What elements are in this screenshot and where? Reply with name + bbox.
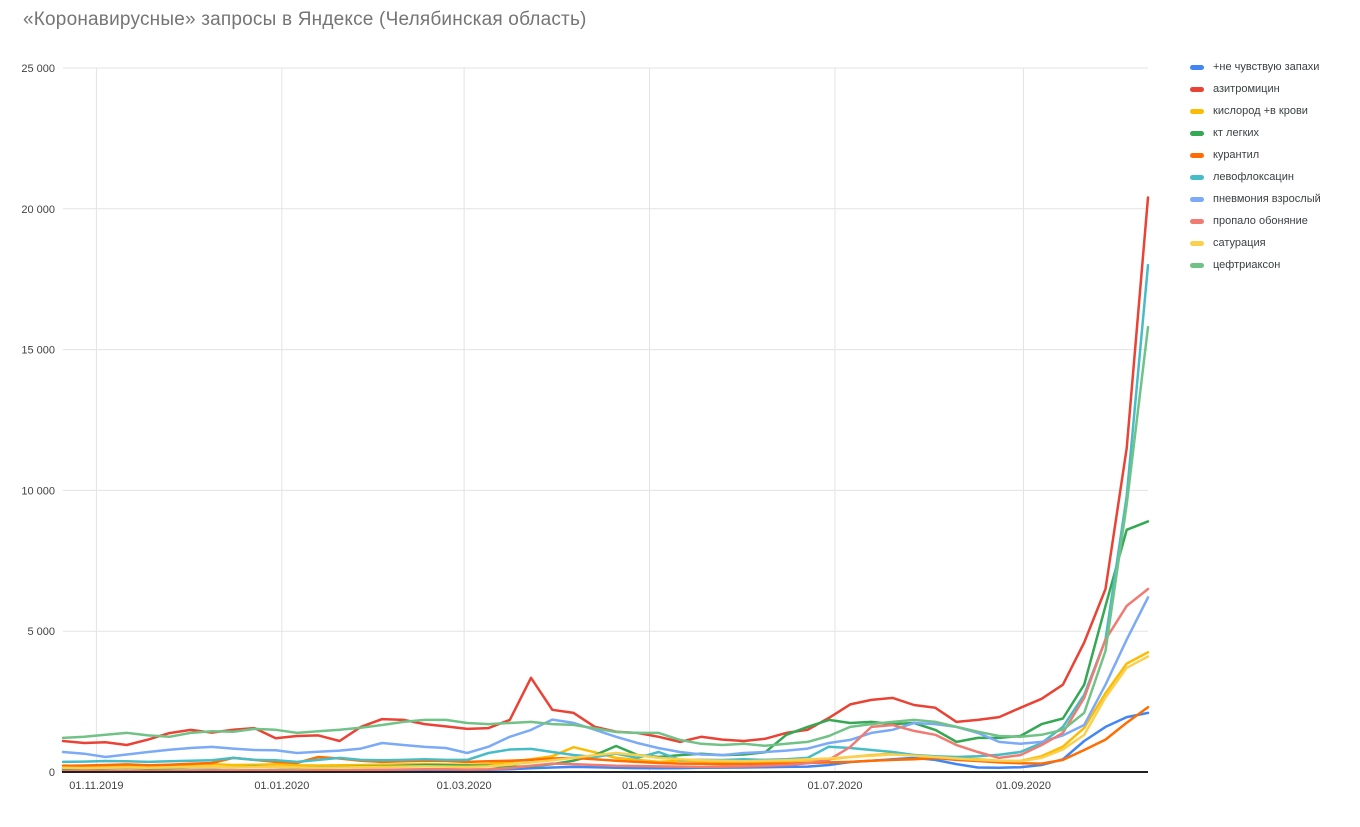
legend-swatch — [1190, 240, 1204, 246]
series-line-пропало обоняние — [61, 587, 1150, 773]
legend-label: кислород +в крови — [1213, 105, 1308, 117]
legend-item: пропало обоняние — [1190, 215, 1321, 227]
chart-title: «Коронавирусные» запросы в Яндексе (Челя… — [23, 9, 587, 30]
legend-item: кислород +в крови — [1190, 105, 1321, 117]
y-axis-label: 20 000 — [21, 204, 55, 216]
legend-item: кт легких — [1190, 127, 1321, 139]
legend-swatch — [1190, 108, 1204, 114]
legend-label: кт легких — [1213, 127, 1260, 139]
legend-swatch — [1190, 262, 1204, 268]
legend-item: азитромицин — [1190, 83, 1321, 95]
legend-label: курантил — [1213, 149, 1260, 161]
legend-swatch — [1190, 196, 1204, 202]
y-axis-label: 0 — [49, 767, 55, 779]
legend-label: пропало обоняние — [1213, 215, 1308, 227]
x-axis-label: 01.03.2020 — [437, 780, 492, 792]
legend-swatch — [1190, 218, 1204, 224]
legend-swatch — [1190, 130, 1204, 136]
series-line-азитромицин — [61, 196, 1150, 747]
x-axis-label: 01.05.2020 — [622, 780, 677, 792]
legend-swatch — [1190, 64, 1204, 70]
legend-label: левофлоксацин — [1213, 171, 1294, 183]
legend-item: курантил — [1190, 149, 1321, 161]
legend-item: +не чувствую запахи — [1190, 61, 1321, 73]
legend-label: цефтриаксон — [1213, 259, 1281, 271]
legend-label: +не чувствую запахи — [1213, 61, 1320, 73]
series-line-левофлоксацин — [61, 263, 1150, 764]
legend-label: азитромицин — [1213, 83, 1280, 95]
y-axis-label: 10 000 — [21, 485, 55, 497]
x-axis-label: 01.11.2019 — [69, 780, 123, 792]
legend-swatch — [1190, 174, 1204, 180]
x-axis-label: 01.09.2020 — [996, 780, 1051, 792]
legend-item: левофлоксацин — [1190, 171, 1321, 183]
legend-item: пневмония взрослый — [1190, 193, 1321, 205]
y-axis-label: 15 000 — [21, 345, 55, 357]
x-axis-label: 01.01.2020 — [254, 780, 309, 792]
legend-swatch — [1190, 152, 1204, 158]
legend-swatch — [1190, 86, 1204, 92]
y-axis-label: 5 000 — [27, 626, 55, 638]
series-line-сатурация — [61, 655, 1150, 770]
legend-label: пневмония взрослый — [1213, 193, 1321, 205]
legend-item: цефтриаксон — [1190, 259, 1321, 271]
series-line-цефтриаксон — [61, 325, 1150, 748]
y-axis-label: 25 000 — [21, 63, 55, 75]
legend-item: сатурация — [1190, 237, 1321, 249]
x-axis-label: 01.07.2020 — [807, 780, 862, 792]
legend-label: сатурация — [1213, 237, 1266, 249]
legend: +не чувствую запахи азитромицин кислород +… — [1190, 61, 1321, 281]
